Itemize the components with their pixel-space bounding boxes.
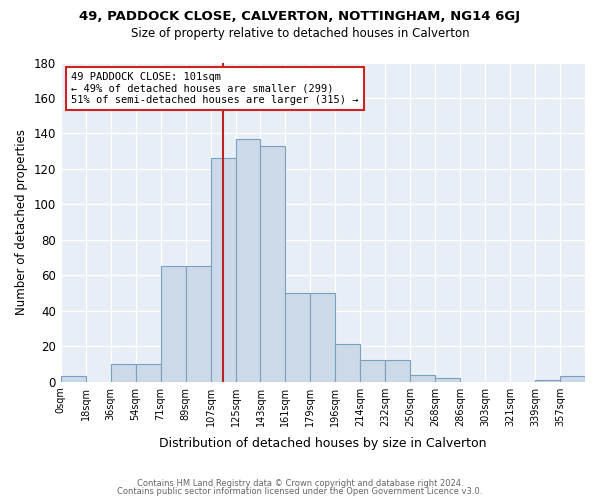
Bar xyxy=(161,266,185,382)
Bar xyxy=(111,364,136,382)
Bar xyxy=(260,146,286,382)
Text: Contains public sector information licensed under the Open Government Licence v3: Contains public sector information licen… xyxy=(118,487,482,496)
Bar xyxy=(236,138,260,382)
Bar xyxy=(560,376,585,382)
Bar xyxy=(310,293,335,382)
Bar xyxy=(385,360,410,382)
Bar xyxy=(61,376,86,382)
Bar xyxy=(211,158,236,382)
Bar xyxy=(361,360,385,382)
Text: 49, PADDOCK CLOSE, CALVERTON, NOTTINGHAM, NG14 6GJ: 49, PADDOCK CLOSE, CALVERTON, NOTTINGHAM… xyxy=(79,10,521,23)
Bar xyxy=(435,378,460,382)
Bar xyxy=(185,266,211,382)
Text: Size of property relative to detached houses in Calverton: Size of property relative to detached ho… xyxy=(131,28,469,40)
Bar xyxy=(136,364,161,382)
Bar xyxy=(410,374,435,382)
Bar xyxy=(286,293,310,382)
X-axis label: Distribution of detached houses by size in Calverton: Distribution of detached houses by size … xyxy=(159,437,487,450)
Y-axis label: Number of detached properties: Number of detached properties xyxy=(15,129,28,315)
Bar xyxy=(535,380,560,382)
Text: 49 PADDOCK CLOSE: 101sqm
← 49% of detached houses are smaller (299)
51% of semi-: 49 PADDOCK CLOSE: 101sqm ← 49% of detach… xyxy=(71,72,359,106)
Text: Contains HM Land Registry data © Crown copyright and database right 2024.: Contains HM Land Registry data © Crown c… xyxy=(137,478,463,488)
Bar xyxy=(335,344,361,382)
